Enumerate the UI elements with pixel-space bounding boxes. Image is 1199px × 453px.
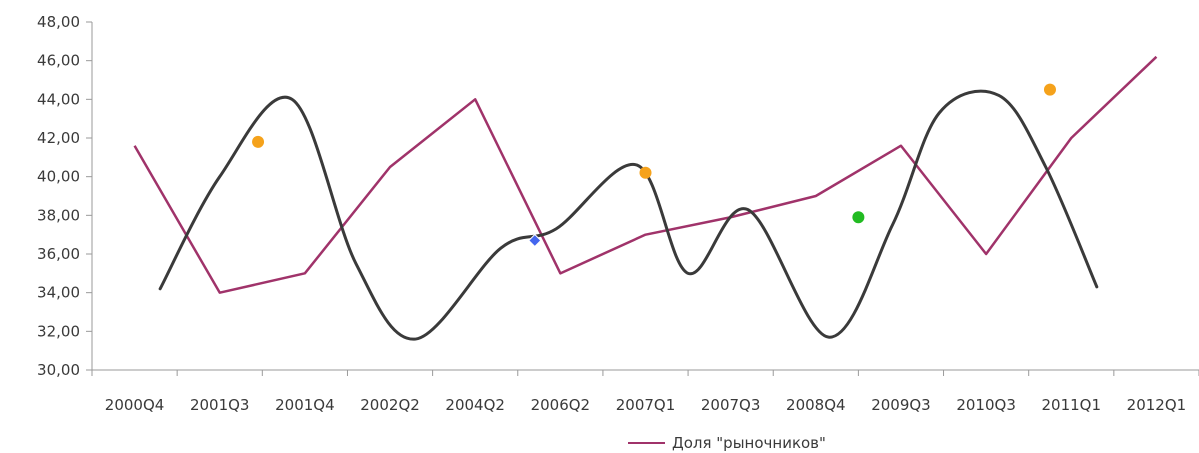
y-tick-label: 42,00 [37,129,80,147]
x-tick-label: 2002Q2 [360,396,420,414]
y-tick-label: 36,00 [37,245,80,263]
x-tick-label: 2004Q2 [445,396,505,414]
x-tick-label: 2008Q4 [786,396,846,414]
y-tick-label: 32,00 [37,322,80,340]
plot-area [133,55,1158,341]
x-tick-label: 2001Q3 [190,396,250,414]
data-marker [639,166,652,179]
y-tick-label: 30,00 [37,361,80,379]
data-marker [1043,83,1056,96]
data-marker [528,233,542,248]
y-tick-label: 46,00 [37,52,80,70]
x-tick-label: 2006Q2 [531,396,591,414]
y-axis: 30,00 32,00 34,00 36,00 38,00 40,00 42,00 44,00… [37,13,93,379]
x-tick-label: 2012Q1 [1127,396,1187,414]
x-tick-label: 2007Q1 [616,396,676,414]
series-line-rynochniki [133,55,1158,294]
x-tick-label: 2007Q3 [701,396,761,414]
markers [252,83,1056,248]
y-tick-label: 38,00 [37,206,80,224]
x-tick-label: 2011Q1 [1042,396,1102,414]
x-tick-label: 2009Q3 [871,396,931,414]
y-tick-label: 40,00 [37,168,80,186]
x-tick-label: 2010Q3 [956,396,1016,414]
data-marker [252,135,265,148]
y-tick-label: 48,00 [37,13,80,31]
y-tick-label: 34,00 [37,284,80,302]
legend: Доля "рыночников" [628,434,826,452]
legend-label: Доля "рыночников" [672,434,826,452]
x-tick-label: 2001Q4 [275,396,335,414]
data-marker [852,211,865,224]
y-tick-label: 44,00 [37,90,80,108]
x-tick-label: 2000Q4 [105,396,165,414]
x-axis: 2000Q4 2001Q3 2001Q4 2002Q2 2004Q2 2006Q2 2007… [91,369,1199,414]
series-line-smooth [158,89,1099,341]
